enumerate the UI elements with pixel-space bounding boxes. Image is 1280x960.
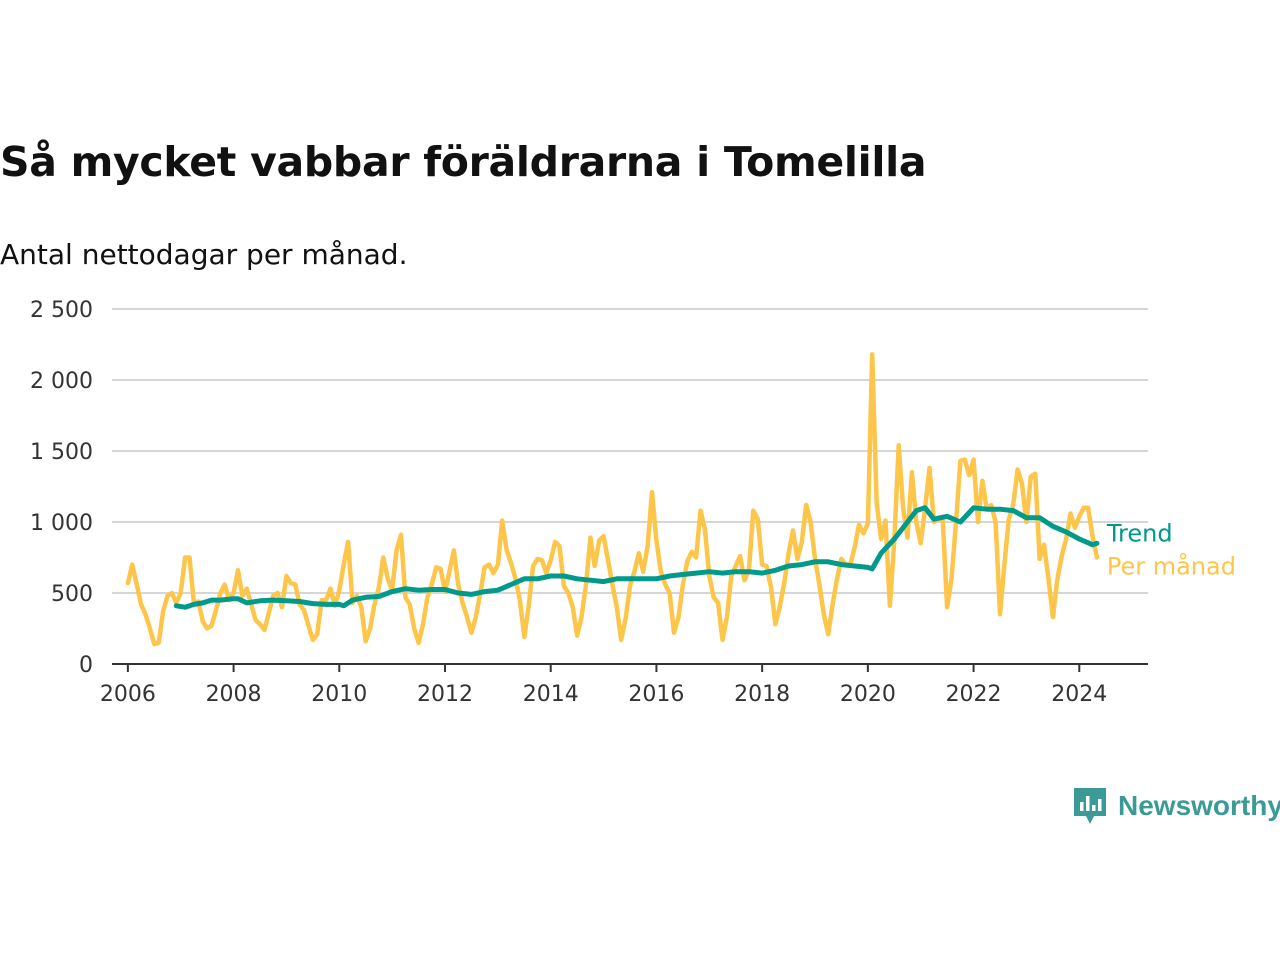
series-lines (125, 352, 1100, 647)
y-tick-label: 2 500 (30, 298, 93, 323)
series-label-trend: Trend (1106, 519, 1173, 547)
y-tick-label: 0 (79, 653, 93, 678)
y-gridlines (112, 308, 1148, 594)
x-tick-label: 2006 (100, 682, 156, 707)
x-tick-label: 2014 (523, 682, 579, 707)
y-tick-label: 1 500 (30, 440, 93, 465)
x-axis: 2006 2008 2010 2012 2014 2016 2018 2020 2022 2024 (100, 663, 1148, 707)
brand-name: Newsworthy (1118, 790, 1280, 821)
chart-title: Så mycket vabbar föräldrarna i Tomelilla (0, 138, 927, 186)
x-tick-label: 2008 (206, 682, 262, 707)
series-label-per-manad: Per månad (1107, 552, 1236, 581)
series-labels: Per månad Trend (1106, 519, 1236, 580)
x-tick-label: 2020 (840, 682, 896, 707)
y-tick-label: 500 (51, 582, 93, 607)
series-line-trend (173, 505, 1100, 610)
newsworthy-logo-icon (1074, 788, 1106, 824)
x-tick-label: 2012 (417, 682, 473, 707)
x-tick-label: 2018 (734, 682, 790, 707)
newsworthy-brand: Newsworthy (1072, 786, 1280, 826)
y-tick-label: 2 000 (30, 369, 93, 394)
y-tick-label: 1 000 (30, 511, 93, 536)
chart-subtitle: Antal nettodagar per månad. (0, 238, 408, 271)
x-tick-label: 2022 (946, 682, 1002, 707)
x-tick-label: 2016 (628, 682, 684, 707)
x-tick-label: 2010 (311, 682, 367, 707)
y-axis-tick-labels: 0 500 1 000 1 500 2 000 2 500 (30, 298, 93, 678)
x-tick-label: 2024 (1051, 682, 1107, 707)
